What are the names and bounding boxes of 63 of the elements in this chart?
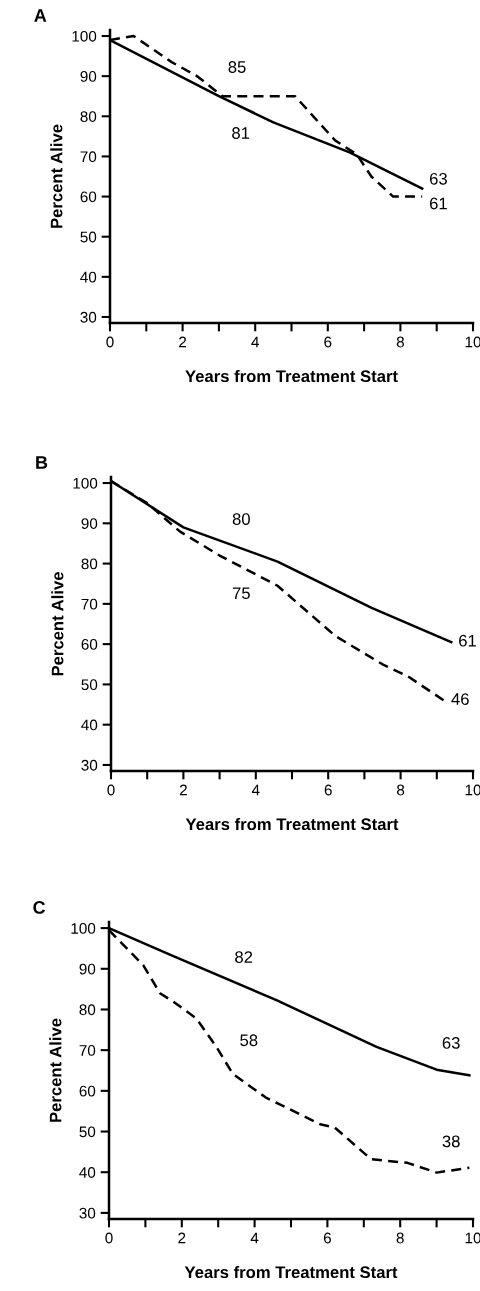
annotation: 61 bbox=[459, 634, 476, 647]
x-tick-label: 2 bbox=[179, 336, 187, 348]
y-tick-label: 60 bbox=[81, 639, 98, 650]
y-tick-label: 80 bbox=[79, 1004, 96, 1016]
x-tick-label: 0 bbox=[106, 336, 114, 348]
y-tick-label: 30 bbox=[79, 1207, 96, 1219]
annotation: 82 bbox=[235, 951, 253, 963]
x-tick-label: 6 bbox=[324, 336, 332, 348]
y-tick-label: 50 bbox=[80, 231, 97, 243]
x-tick-label: 10 bbox=[465, 1232, 480, 1244]
chart-title: A bbox=[34, 9, 47, 22]
y-tick-label: 70 bbox=[81, 598, 98, 610]
annotation: 61 bbox=[429, 197, 447, 210]
annotation: 58 bbox=[240, 1034, 258, 1047]
chart-title: C bbox=[33, 901, 46, 914]
y-tick-label: 40 bbox=[81, 719, 98, 731]
y-axis-title: Percent Alive bbox=[49, 1018, 62, 1122]
y-tick-label: 80 bbox=[80, 111, 97, 122]
y-tick-label: 90 bbox=[81, 518, 98, 529]
y-tick-label: 30 bbox=[81, 759, 98, 771]
annotation: 81 bbox=[232, 127, 250, 139]
y-tick-label: 40 bbox=[79, 1167, 96, 1178]
y-tick-label: 100 bbox=[72, 30, 97, 42]
x-tick-label: 2 bbox=[178, 1232, 186, 1244]
x-tick-label: 4 bbox=[251, 336, 259, 348]
x-tick-label: 0 bbox=[107, 784, 115, 796]
chart-title: B bbox=[36, 456, 48, 469]
y-tick-label: 60 bbox=[80, 191, 97, 203]
x-tick-label: 0 bbox=[105, 1232, 113, 1244]
x-tick-label: 8 bbox=[396, 1232, 404, 1244]
annotation: 63 bbox=[429, 172, 447, 185]
annotation: 63 bbox=[442, 1037, 460, 1049]
x-tick-label: 6 bbox=[324, 784, 332, 796]
x-tick-label: 2 bbox=[179, 784, 187, 796]
x-axis-title: Years from Treatment Start bbox=[185, 369, 398, 383]
y-tick-label: 90 bbox=[80, 71, 97, 82]
x-tick-label: 10 bbox=[465, 336, 480, 348]
y-tick-label: 50 bbox=[81, 679, 98, 691]
y-tick-label: 100 bbox=[71, 922, 96, 934]
x-tick-label: 4 bbox=[250, 1232, 259, 1244]
y-tick-label: 100 bbox=[73, 477, 98, 489]
y-tick-label: 30 bbox=[80, 311, 97, 323]
annotation: 46 bbox=[451, 693, 469, 705]
x-axis-title: Years from Treatment Start bbox=[184, 1265, 398, 1279]
annotation: 85 bbox=[228, 61, 246, 73]
annotation: 38 bbox=[442, 1135, 460, 1148]
x-tick-label: 8 bbox=[396, 336, 404, 348]
annotation: 80 bbox=[232, 513, 250, 525]
y-axis-title: Percent Alive bbox=[51, 572, 64, 676]
x-tick-label: 10 bbox=[465, 784, 480, 796]
y-tick-label: 80 bbox=[81, 558, 98, 570]
x-tick-label: 4 bbox=[251, 784, 260, 796]
y-tick-label: 70 bbox=[79, 1045, 96, 1056]
y-tick-label: 60 bbox=[79, 1085, 96, 1097]
y-tick-label: 90 bbox=[79, 963, 96, 975]
x-axis-title: Years from Treatment Start bbox=[185, 817, 399, 831]
y-axis-title: Percent Alive bbox=[50, 124, 63, 228]
x-tick-label: 8 bbox=[397, 784, 405, 796]
annotation: 75 bbox=[232, 587, 250, 600]
y-tick-label: 70 bbox=[80, 151, 97, 163]
y-tick-label: 50 bbox=[79, 1126, 96, 1138]
y-tick-label: 40 bbox=[80, 271, 97, 283]
x-tick-label: 6 bbox=[323, 1232, 331, 1244]
